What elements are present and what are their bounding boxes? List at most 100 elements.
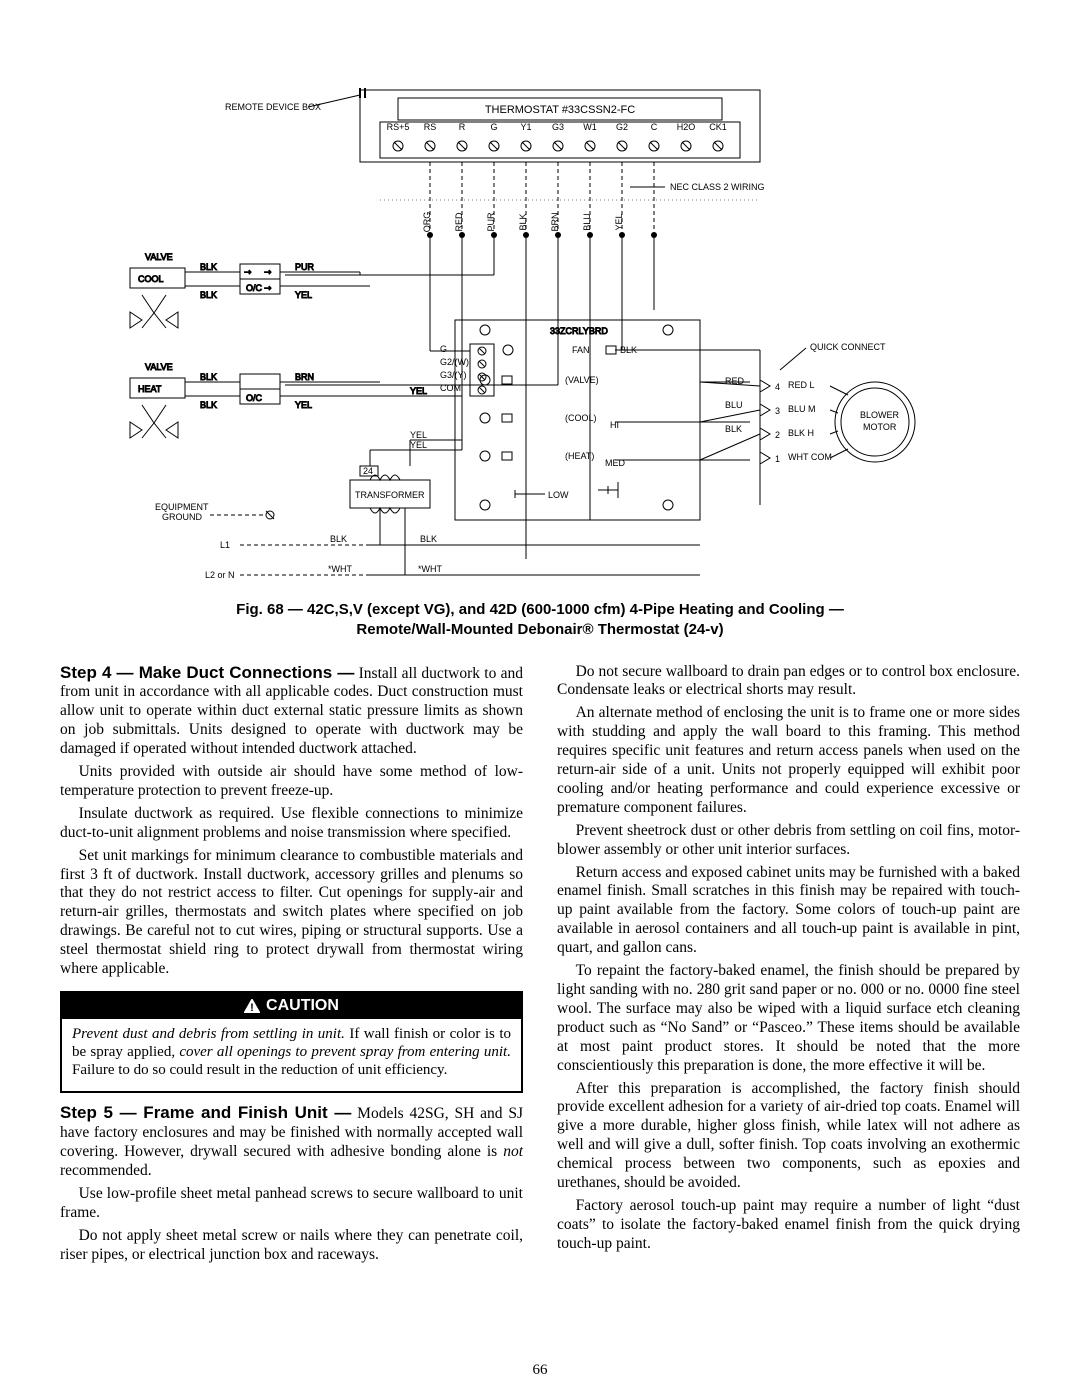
svg-text:RED: RED [454, 212, 464, 232]
svg-text:R: R [459, 122, 466, 132]
step5-p6: Prevent sheetrock dust or other debris f… [557, 822, 1020, 860]
svg-text:BLU: BLU [725, 400, 743, 410]
step4-p2: Units provided with outside air should h… [60, 763, 523, 801]
nec-label: NEC CLASS 2 WIRING [670, 182, 765, 192]
svg-text:G: G [440, 344, 447, 354]
svg-text:L1: L1 [220, 540, 230, 550]
caption-line-1: Fig. 68 — 42C,S,V (except VG), and 42D (… [60, 600, 1020, 620]
thermostat-label: THERMOSTAT #33CSSN2-FC [485, 104, 635, 116]
caution-box: ! CAUTION Prevent dust and debris from s… [60, 991, 523, 1093]
step5-p7: Return access and exposed cabinet units … [557, 864, 1020, 959]
remote-box-label: REMOTE DEVICE BOX [225, 102, 321, 112]
svg-text:HEAT: HEAT [138, 384, 162, 394]
svg-text:BLK: BLK [725, 424, 742, 434]
svg-text:24: 24 [363, 466, 373, 476]
step5-p3: Do not apply sheet metal screw or nails … [60, 1227, 523, 1265]
svg-text:Y1: Y1 [520, 122, 531, 132]
svg-text:YEL: YEL [295, 400, 312, 410]
svg-text:BLK: BLK [420, 534, 437, 544]
step4-lead-para: Step 4 — Make Duct Connections — Install… [60, 663, 523, 760]
caution-body: Prevent dust and debris from settling in… [62, 1019, 521, 1092]
svg-text:EQUIPMENT: EQUIPMENT [155, 502, 209, 512]
svg-text:YEL: YEL [614, 213, 624, 230]
svg-text:PUR: PUR [486, 212, 496, 232]
svg-text:YEL: YEL [410, 386, 427, 396]
svg-text:BLK: BLK [200, 372, 217, 382]
svg-text:G2: G2 [616, 122, 628, 132]
svg-text:TRANSFORMER: TRANSFORMER [355, 490, 425, 500]
caption-line-2: Remote/Wall-Mounted Debonair® Thermostat… [60, 620, 1020, 640]
svg-text:BLK H: BLK H [788, 428, 814, 438]
svg-text:O/C: O/C [246, 393, 263, 403]
svg-text:BRN: BRN [550, 212, 560, 231]
page-number: 66 [0, 1362, 1080, 1379]
svg-text:PUR: PUR [295, 262, 315, 272]
svg-text:G3/(Y): G3/(Y) [440, 370, 467, 380]
step5-p4: Do not secure wallboard to drain pan edg… [557, 663, 1020, 701]
svg-text:(HEAT): (HEAT) [565, 451, 594, 461]
svg-text:BLK: BLK [200, 290, 217, 300]
step5-p5: An alternate method of enclosing the uni… [557, 704, 1020, 817]
svg-text:(COOL): (COOL) [565, 413, 597, 423]
svg-text:BLU M: BLU M [788, 404, 816, 414]
svg-text:⇢: ⇢ [264, 283, 272, 293]
step5-p10: Factory aerosol touch-up paint may requi… [557, 1197, 1020, 1254]
svg-text:!: ! [250, 1002, 254, 1013]
svg-text:C: C [651, 122, 658, 132]
wiring-diagram: THERMOSTAT #33CSSN2-FC REMOTE DEVICE BOX… [60, 50, 1020, 590]
caution-title: CAUTION [266, 996, 339, 1016]
step5-heading: Step 5 — Frame and Finish Unit — [60, 1103, 351, 1122]
svg-text:LOW: LOW [548, 490, 569, 500]
svg-text:G: G [490, 122, 497, 132]
svg-text:MOTOR: MOTOR [863, 422, 897, 432]
svg-text:33ZCRLYBRD: 33ZCRLYBRD [550, 326, 608, 336]
svg-text:YEL: YEL [410, 440, 427, 450]
svg-text:H2O: H2O [677, 122, 696, 132]
step5-p9: After this preparation is accomplished, … [557, 1080, 1020, 1193]
svg-text:QUICK CONNECT: QUICK CONNECT [810, 342, 886, 352]
svg-text:YEL: YEL [410, 430, 427, 440]
caution-header: ! CAUTION [62, 993, 521, 1019]
step5-p8: To repaint the factory-baked enamel, the… [557, 962, 1020, 1075]
svg-text:COM: COM [440, 383, 461, 393]
step5-lead-para: Step 5 — Frame and Finish Unit — Models … [60, 1103, 523, 1181]
svg-text:YEL: YEL [295, 290, 312, 300]
step4-p4: Set unit markings for minimum clearance … [60, 847, 523, 979]
step5-p2: Use low-profile sheet metal panhead scre… [60, 1185, 523, 1223]
svg-text:2: 2 [775, 430, 780, 440]
svg-text:BLK: BLK [518, 213, 528, 230]
svg-text:BLK: BLK [330, 534, 347, 544]
svg-text:G2/(W): G2/(W) [440, 357, 469, 367]
svg-text:GROUND: GROUND [162, 512, 202, 522]
svg-text:1: 1 [775, 454, 780, 464]
svg-text:G3: G3 [552, 122, 564, 132]
svg-text:RED L: RED L [788, 380, 815, 390]
svg-text:L2 or N: L2 or N [205, 570, 235, 580]
svg-text:⇢: ⇢ [244, 267, 252, 277]
svg-text:VALVE: VALVE [145, 362, 173, 372]
figure-caption: Fig. 68 — 42C,S,V (except VG), and 42D (… [60, 600, 1020, 641]
svg-text:COOL: COOL [138, 274, 164, 284]
svg-text:BLK: BLK [200, 262, 217, 272]
warning-icon: ! [244, 999, 260, 1013]
svg-text:*WHT: *WHT [328, 564, 352, 574]
svg-text:BLU: BLU [582, 213, 592, 231]
svg-text:⇢: ⇢ [264, 267, 272, 277]
svg-text:O/C: O/C [246, 283, 263, 293]
svg-text:RS: RS [424, 122, 437, 132]
svg-text:3: 3 [775, 406, 780, 416]
svg-text:BLOWER: BLOWER [860, 410, 900, 420]
svg-text:*WHT: *WHT [418, 564, 442, 574]
svg-text:VALVE: VALVE [145, 252, 173, 262]
step4-p3: Insulate ductwork as required. Use flexi… [60, 805, 523, 843]
svg-text:BRN: BRN [295, 372, 314, 382]
svg-text:RS+5: RS+5 [387, 122, 410, 132]
body-columns: Step 4 — Make Duct Connections — Install… [60, 663, 1020, 1265]
svg-text:ORG: ORG [422, 212, 432, 233]
svg-text:FAN: FAN [572, 345, 590, 355]
svg-text:CK1: CK1 [709, 122, 727, 132]
step4-heading: Step 4 — Make Duct Connections — [60, 663, 354, 682]
svg-text:WHT COM: WHT COM [788, 452, 832, 462]
svg-text:(VALVE): (VALVE) [565, 375, 599, 385]
svg-text:W1: W1 [583, 122, 597, 132]
